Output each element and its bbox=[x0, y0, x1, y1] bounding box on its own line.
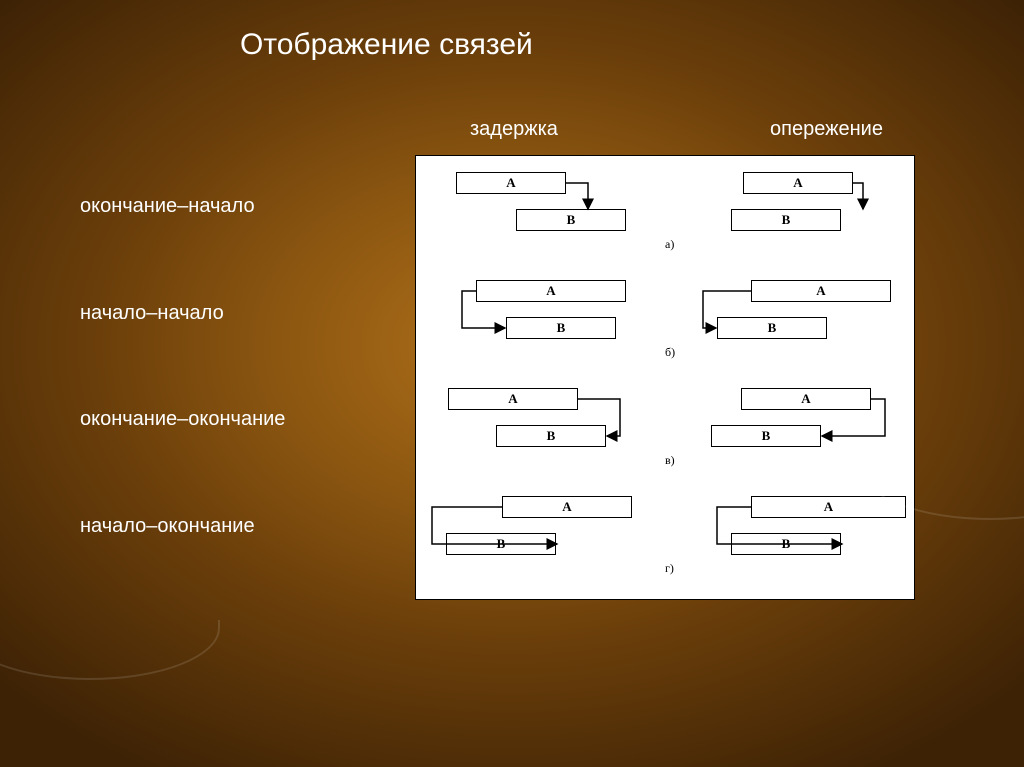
task-box-b: B bbox=[731, 209, 841, 231]
diagram-cell: AB bbox=[681, 488, 906, 596]
col-header-lead: опережение bbox=[770, 118, 883, 141]
task-box-a: A bbox=[741, 388, 871, 410]
col-header-delay: задержка bbox=[470, 118, 558, 141]
diagram-cell: AB bbox=[681, 164, 906, 272]
task-box-b: B bbox=[731, 533, 841, 555]
task-box-a: A bbox=[751, 496, 906, 518]
row-label-ss: начало–начало bbox=[80, 302, 224, 325]
task-box-b: B bbox=[496, 425, 606, 447]
row-sublabel: в) bbox=[665, 453, 675, 468]
row-label-ff: окончание–окончание bbox=[80, 408, 285, 431]
task-box-a: A bbox=[743, 172, 853, 194]
row-sublabel: а) bbox=[665, 237, 674, 252]
row-sublabel: б) bbox=[665, 345, 675, 360]
task-box-b: B bbox=[717, 317, 827, 339]
diagram-cell: ABв) bbox=[436, 380, 661, 488]
diagram-cell: ABг) bbox=[436, 488, 661, 596]
task-box-a: A bbox=[476, 280, 626, 302]
page-title: Отображение связей bbox=[240, 28, 533, 62]
scale-bowl-left bbox=[0, 620, 220, 680]
diagram-cell: AB bbox=[681, 272, 906, 380]
task-box-a: A bbox=[751, 280, 891, 302]
task-box-a: A bbox=[502, 496, 632, 518]
row-label-sf: начало–окончание bbox=[80, 515, 255, 538]
diagram-panel: ABа)ABABб)ABABв)ABABг)AB bbox=[415, 155, 915, 600]
task-box-b: B bbox=[711, 425, 821, 447]
diagram-cell: ABа) bbox=[436, 164, 661, 272]
row-sublabel: г) bbox=[665, 561, 674, 576]
diagram-cell: ABб) bbox=[436, 272, 661, 380]
task-box-b: B bbox=[506, 317, 616, 339]
task-box-a: A bbox=[448, 388, 578, 410]
row-label-fs: окончание–начало bbox=[80, 195, 255, 218]
task-box-b: B bbox=[446, 533, 556, 555]
task-box-a: A bbox=[456, 172, 566, 194]
task-box-b: B bbox=[516, 209, 626, 231]
